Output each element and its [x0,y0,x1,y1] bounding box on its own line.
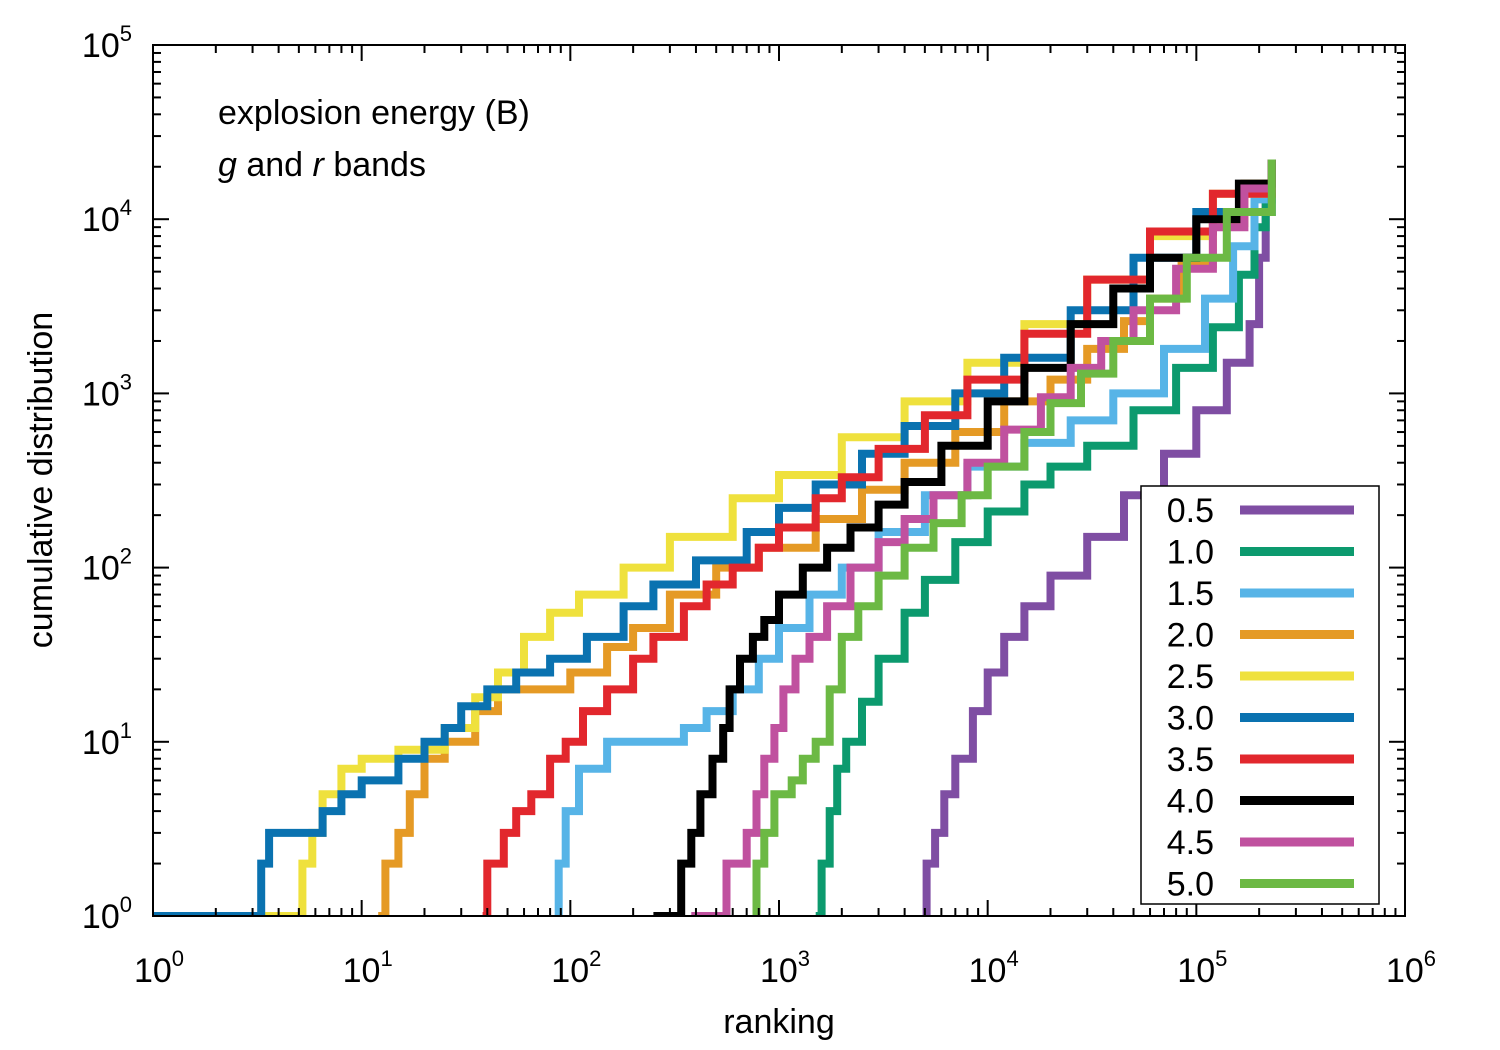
annotation-line-1: explosion energy (B) [218,94,530,132]
y-tick-base: 10 [82,375,120,413]
x-tick-label: 100 [134,946,184,990]
x-tick-base: 10 [343,952,381,990]
legend-items: 0.5 1.01.5 2.02.5 3.03.5 4.04.5 5.0 [1167,492,1354,904]
series-lines [153,159,1276,916]
x-tick-exponent: 6 [1424,946,1436,971]
x-tick-base: 10 [1177,952,1215,990]
series-line-3-5 [482,159,1276,916]
y-tick-exponent: 3 [120,369,132,394]
x-tick-exponent: 3 [798,946,810,971]
series-line-5-0 [752,159,1276,916]
x-tick-labels: 100 101 102 103 104 105 106 [134,946,1436,990]
legend-label: 3.5 [1167,741,1214,779]
x-tick-base: 10 [1386,952,1424,990]
plot-area [153,159,1276,916]
legend-label: 1.0 [1167,534,1214,572]
series-line-4-0 [653,159,1276,916]
x-tick-label: 101 [343,946,393,990]
legend-label: 5.0 [1167,866,1214,904]
y-tick-base: 10 [82,27,120,65]
series-line-0-5 [922,159,1276,916]
series-line-3-0 [153,159,1276,916]
y-tick-base: 10 [82,898,120,936]
y-tick-exponent: 5 [120,21,132,46]
y-tick-exponent: 0 [120,892,132,917]
x-tick-exponent: 5 [1215,946,1227,971]
x-tick-base: 10 [760,952,798,990]
legend-label: 2.0 [1167,617,1214,655]
series-line-1-0 [815,159,1276,916]
x-tick-label: 104 [969,946,1019,990]
y-tick-base: 10 [82,201,120,239]
y-tick-base: 10 [82,550,120,588]
legend-label: 4.0 [1167,783,1214,821]
y-tick-exponent: 1 [120,718,132,743]
annotation-bands: bands [324,146,426,184]
x-axis-title: ranking [723,1003,835,1041]
x-tick-exponent: 1 [380,946,392,971]
legend-label: 4.5 [1167,824,1214,862]
x-tick-base: 10 [551,952,589,990]
legend-label: 1.5 [1167,575,1214,613]
series-line-4-5 [691,159,1276,916]
x-tick-exponent: 4 [1006,946,1018,971]
legend-label: 3.0 [1167,700,1214,738]
axis-ticks [152,44,1406,917]
y-tick-label: 103 [82,369,132,413]
series-line-1-5 [554,159,1276,916]
y-tick-exponent: 2 [120,544,132,569]
y-tick-label: 102 [82,544,132,588]
x-tick-label: 105 [1177,946,1227,990]
y-tick-label: 100 [82,892,132,936]
y-axis-title: cumulative distribution [22,312,60,648]
y-tick-label: 101 [82,718,132,762]
y-tick-label: 105 [82,21,132,65]
x-tick-label: 103 [760,946,810,990]
y-tick-base: 10 [82,724,120,762]
annotation-and: and [237,146,313,184]
x-tick-base: 10 [134,952,172,990]
annotation-line-2: g and r bands [218,146,426,184]
annotation-r: r [313,146,326,184]
legend-label: 2.5 [1167,658,1214,696]
x-tick-label: 106 [1386,946,1436,990]
y-tick-label: 104 [82,195,132,239]
x-tick-exponent: 2 [589,946,601,971]
y-tick-exponent: 4 [120,195,132,220]
x-tick-base: 10 [969,952,1007,990]
annotation-g: g [218,146,237,184]
x-tick-exponent: 0 [172,946,184,971]
legend: 0.5 1.01.5 2.02.5 3.03.5 4.04.5 5.0 [1140,485,1380,905]
x-tick-label: 102 [551,946,601,990]
legend-label: 0.5 [1167,492,1214,530]
